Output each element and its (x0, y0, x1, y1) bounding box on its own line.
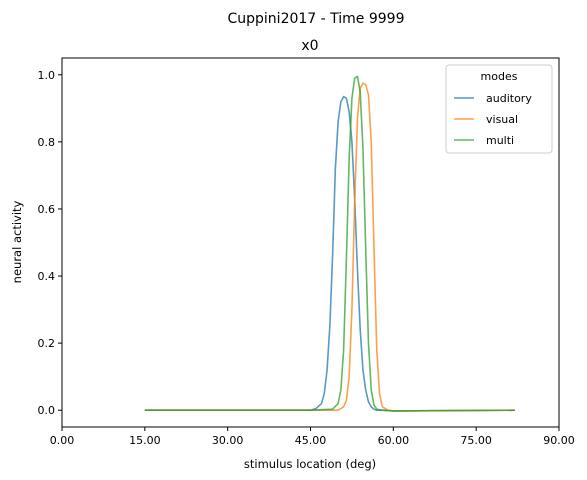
x-tick-label: 90.00 (543, 434, 575, 447)
x-tick-label: 0.00 (50, 434, 75, 447)
y-axis-label: neural activity (10, 200, 24, 283)
axes-title: x0 (301, 38, 318, 54)
x-axis-label: stimulus location (deg) (244, 457, 376, 471)
series-line-auditory (144, 95, 515, 412)
legend-box (445, 64, 553, 154)
y-tick-label: 0.4 (38, 270, 56, 283)
series-line-visual (144, 82, 515, 412)
y-tick-label: 1.0 (38, 69, 56, 82)
x-tick-label: 75.00 (460, 434, 492, 447)
legend-label-auditory: auditory (486, 92, 532, 105)
legend-items: auditory visual multi (454, 92, 532, 147)
y-axis-ticks: 0.0 0.2 0.4 0.6 0.8 1.0 (38, 69, 62, 417)
y-tick-label: 0.0 (38, 404, 56, 417)
x-tick-label: 60.00 (378, 434, 410, 447)
y-tick-label: 0.8 (38, 136, 56, 149)
legend-label-multi: multi (486, 134, 514, 147)
y-tick-label: 0.2 (38, 337, 56, 350)
legend: modes auditory visual multi (445, 64, 553, 154)
x-axis-ticks: 0.00 15.00 30.00 45.00 60.00 75.00 90.00 (50, 427, 575, 447)
figure-title: Cuppini2017 - Time 9999 (228, 11, 405, 27)
series-line-multi (144, 75, 515, 412)
x-tick-label: 15.00 (129, 434, 161, 447)
legend-title: modes (481, 70, 518, 83)
legend-label-visual: visual (486, 113, 518, 126)
y-tick-label: 0.6 (38, 203, 56, 216)
x-tick-label: 45.00 (295, 434, 327, 447)
x-tick-label: 30.00 (212, 434, 244, 447)
series-lines (144, 75, 515, 412)
plot-frame (61, 57, 560, 428)
